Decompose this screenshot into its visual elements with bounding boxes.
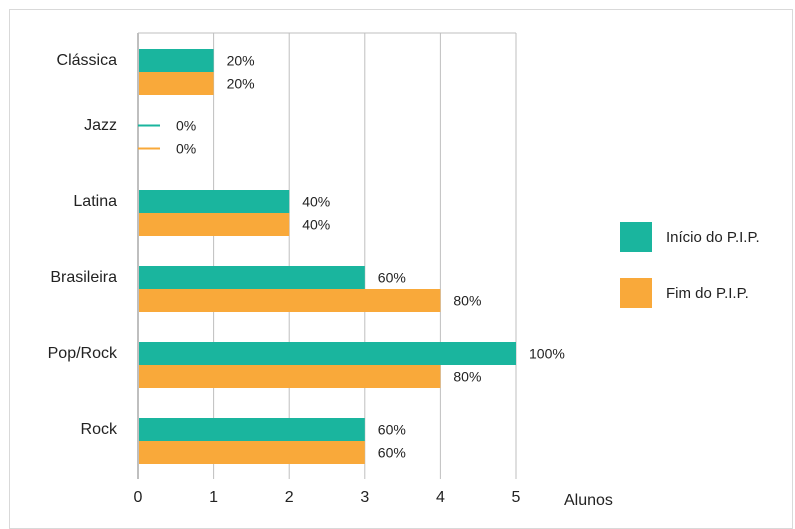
- data-label: 0%: [176, 141, 196, 157]
- category-label: Jazz: [84, 117, 117, 134]
- x-tick-label: 4: [436, 489, 445, 506]
- legend-label: Fim do P.I.P.: [666, 285, 749, 302]
- bar: [139, 365, 441, 388]
- category-label: Latina: [73, 193, 117, 210]
- bar: [139, 49, 214, 72]
- bar: [139, 213, 290, 236]
- x-tick-label: 5: [512, 489, 521, 506]
- data-label: 100%: [529, 346, 565, 362]
- bar: [139, 441, 365, 464]
- gridlines: [137, 32, 517, 479]
- category-label: Pop/Rock: [48, 345, 118, 362]
- x-tick-label: 1: [209, 489, 218, 506]
- data-label: 60%: [378, 445, 406, 461]
- category-label: Rock: [81, 421, 118, 438]
- data-label: 20%: [227, 76, 255, 92]
- legend-swatch: [620, 222, 652, 252]
- category-label: Brasileira: [50, 269, 117, 286]
- data-label: 80%: [453, 293, 481, 309]
- bar-chart: 20% 0% 40% 60% 100% 60% 20% 0% 40% 80% 80% 60% 0 1 2 3…: [48, 32, 760, 509]
- data-label: 80%: [453, 369, 481, 385]
- data-label: 0%: [176, 118, 196, 134]
- legend-swatch: [620, 278, 652, 308]
- axes: 0 1 2 3 4 5 Clássica Jazz Latina Brasileira Pop/Ro…: [48, 52, 521, 506]
- bars: [138, 49, 516, 464]
- x-tick-label: 3: [360, 489, 369, 506]
- data-label: 20%: [227, 53, 255, 69]
- data-label: 40%: [302, 194, 330, 210]
- bar: [139, 266, 365, 289]
- x-axis-label: Alunos: [564, 492, 613, 509]
- bar: [139, 72, 214, 95]
- x-tick-label: 0: [134, 489, 143, 506]
- data-label: 40%: [302, 217, 330, 233]
- data-label: 60%: [378, 270, 406, 286]
- bar: [139, 418, 365, 441]
- bar: [139, 342, 516, 365]
- category-label: Clássica: [57, 52, 118, 69]
- bar: [139, 190, 290, 213]
- bar: [139, 289, 441, 312]
- data-labels: 20% 0% 40% 60% 100% 60% 20% 0% 40% 80% 80% 60%: [176, 53, 565, 461]
- data-label: 60%: [378, 422, 406, 438]
- legend: Início do P.I.P. Fim do P.I.P.: [620, 222, 760, 308]
- legend-label: Início do P.I.P.: [666, 229, 760, 246]
- x-tick-label: 2: [285, 489, 294, 506]
